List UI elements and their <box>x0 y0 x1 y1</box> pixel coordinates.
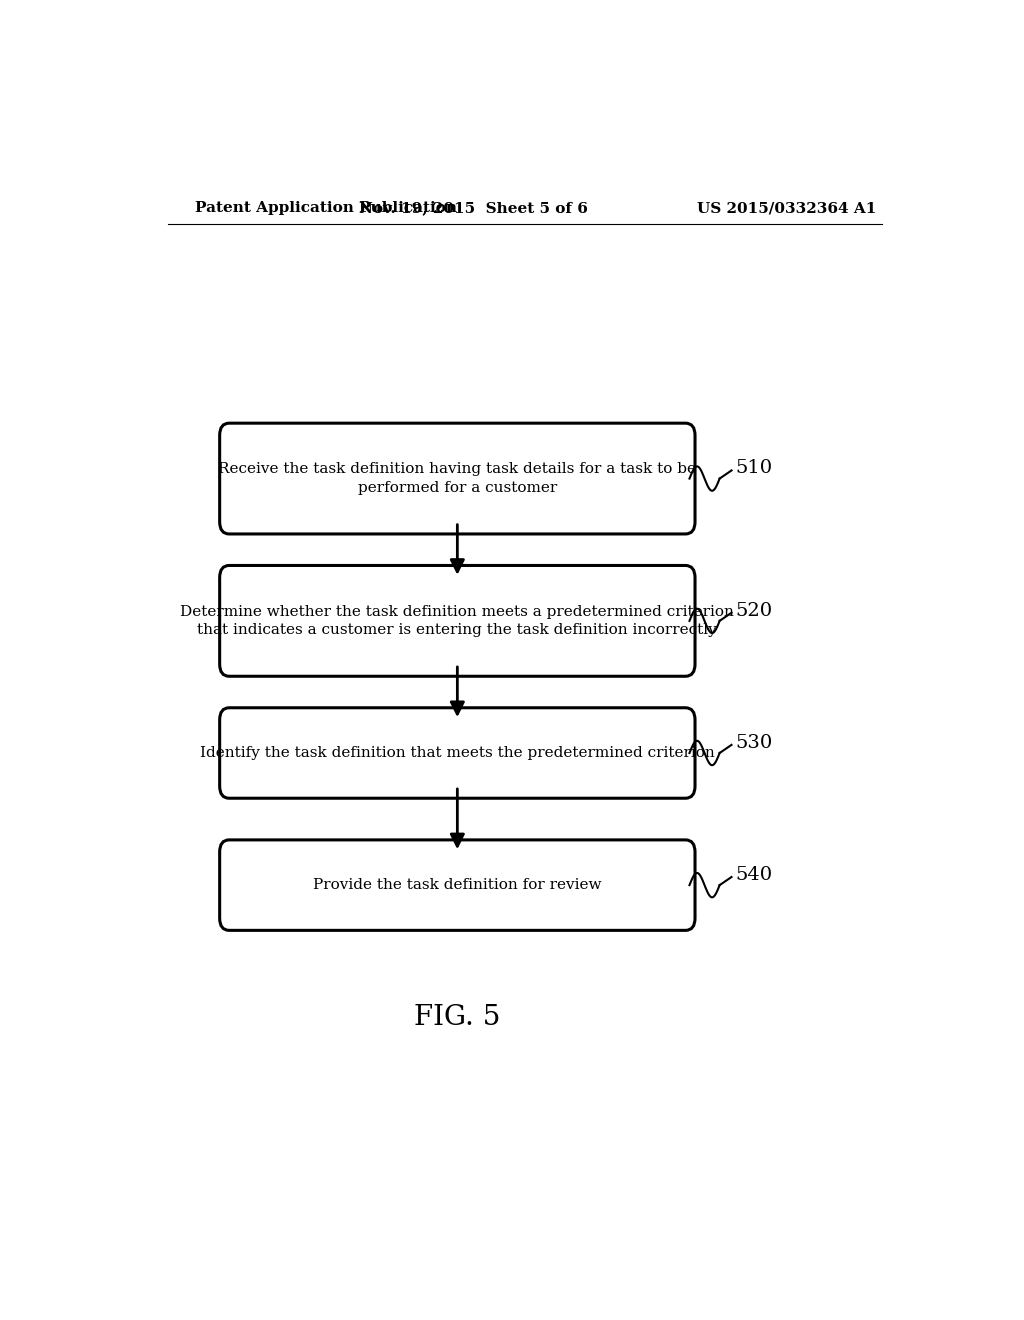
Text: FIG. 5: FIG. 5 <box>414 1003 501 1031</box>
Text: Nov. 19, 2015  Sheet 5 of 6: Nov. 19, 2015 Sheet 5 of 6 <box>358 201 588 215</box>
Text: Provide the task definition for review: Provide the task definition for review <box>313 878 601 892</box>
Text: 520: 520 <box>735 602 773 619</box>
Text: Determine whether the task definition meets a predetermined criterion
that indic: Determine whether the task definition me… <box>180 605 734 638</box>
Text: 510: 510 <box>735 459 773 478</box>
Text: Identify the task definition that meets the predetermined criterion: Identify the task definition that meets … <box>200 746 715 760</box>
FancyBboxPatch shape <box>220 840 695 931</box>
Text: 530: 530 <box>735 734 773 752</box>
FancyBboxPatch shape <box>220 708 695 799</box>
Text: Receive the task definition having task details for a task to be
performed for a: Receive the task definition having task … <box>218 462 696 495</box>
Text: Patent Application Publication: Patent Application Publication <box>196 201 458 215</box>
FancyBboxPatch shape <box>220 424 695 535</box>
Text: US 2015/0332364 A1: US 2015/0332364 A1 <box>697 201 877 215</box>
FancyBboxPatch shape <box>220 565 695 676</box>
Text: 540: 540 <box>735 866 773 884</box>
